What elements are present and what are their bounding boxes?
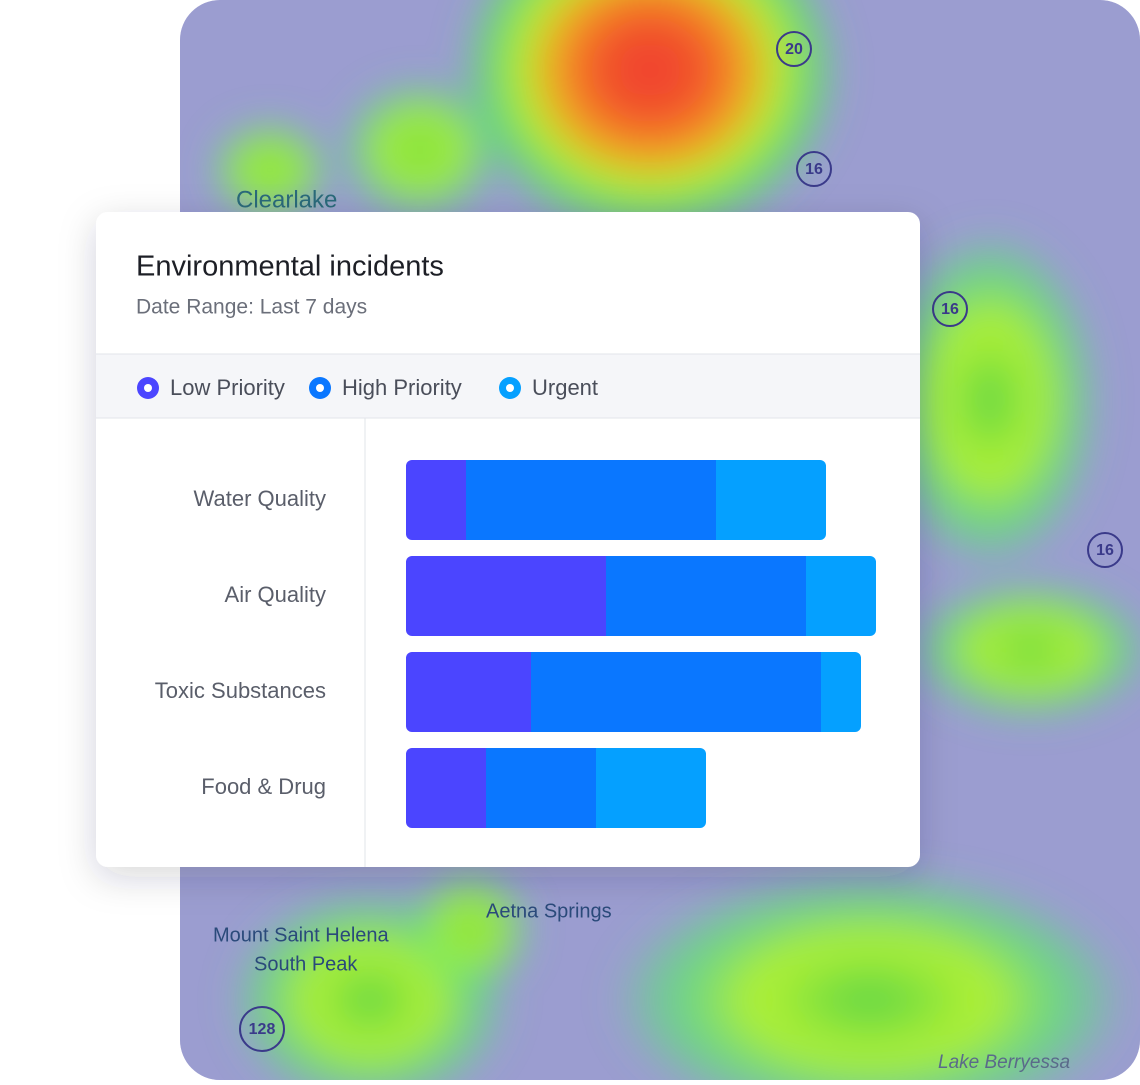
bar-segment xyxy=(466,460,716,540)
route-label: 16 xyxy=(1096,542,1114,559)
card: Environmental incidents Date Range: Last… xyxy=(96,212,920,867)
place-label: Aetna Springs xyxy=(486,900,612,922)
bar-row xyxy=(406,556,876,636)
place-label: Clearlake xyxy=(236,186,337,213)
place-label: South Peak xyxy=(254,953,358,975)
route-label: 16 xyxy=(941,301,959,318)
place-label: Mount Saint Helena xyxy=(213,924,390,946)
plot: Low Priority High Priority Urgent Water Qua… xyxy=(137,375,876,828)
bar-segment xyxy=(406,748,486,828)
legend-label: Urgent xyxy=(532,375,598,400)
bar-segment xyxy=(486,748,596,828)
route-label: 128 xyxy=(249,1021,276,1038)
legend-label: Low Priority xyxy=(170,375,285,400)
bar-segment xyxy=(406,556,606,636)
y-tick-label: Air Quality xyxy=(225,582,326,607)
bar-row xyxy=(406,748,706,828)
bar-row xyxy=(406,460,826,540)
bar-segment xyxy=(821,652,861,732)
y-tick-label: Water Quality xyxy=(194,486,326,511)
route-label: 20 xyxy=(785,41,803,58)
chart-subtitle: Date Range: Last 7 days xyxy=(136,296,367,319)
legend-label: High Priority xyxy=(342,375,462,400)
chart-title: Environmental incidents xyxy=(136,251,444,283)
bar-segment xyxy=(596,748,706,828)
y-tick-label: Food & Drug xyxy=(201,774,326,799)
bar-segment xyxy=(606,556,806,636)
y-tick-label: Toxic Substances xyxy=(155,678,326,703)
place-label: Lake Berryessa xyxy=(938,1052,1070,1073)
bar-segment xyxy=(406,652,531,732)
route-label: 16 xyxy=(805,161,823,178)
bar-segment xyxy=(806,556,876,636)
bar-segment xyxy=(406,460,466,540)
bar-row xyxy=(406,652,861,732)
bar-segment xyxy=(531,652,821,732)
bar-segment xyxy=(716,460,826,540)
